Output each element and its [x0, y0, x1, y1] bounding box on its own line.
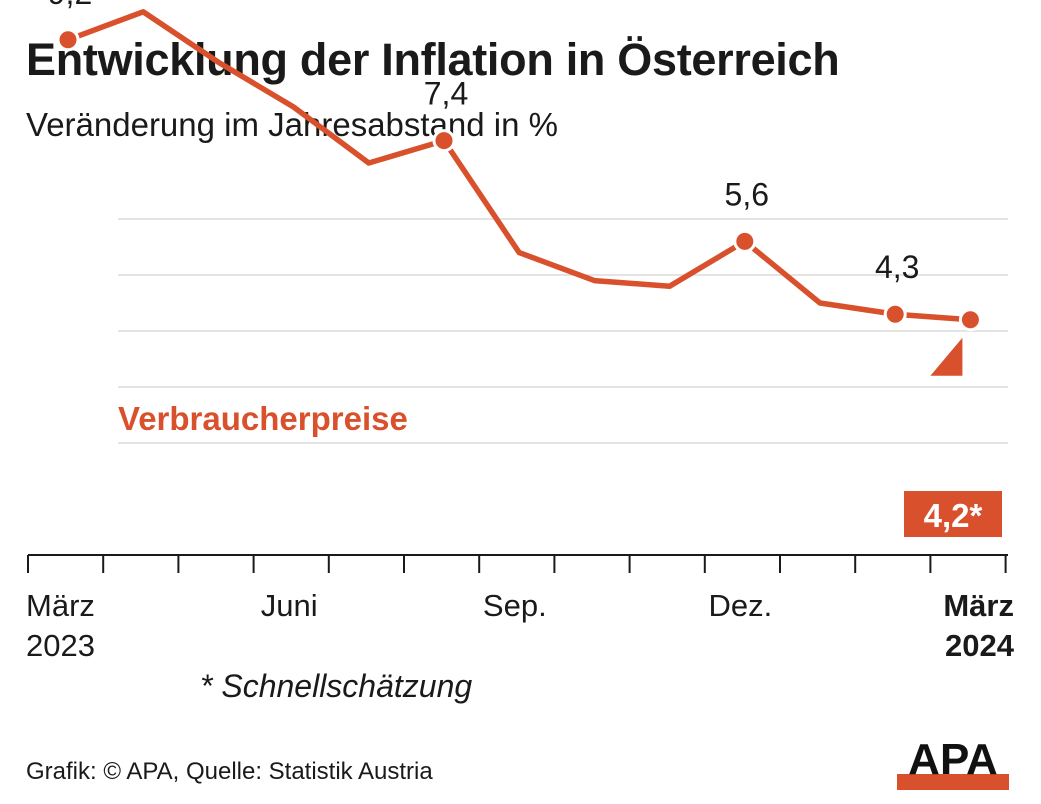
callout-box: [904, 491, 1002, 537]
data-label: 7,4: [424, 76, 468, 112]
data-label: 5,6: [725, 176, 769, 212]
x-tick-label-year: 2024: [945, 628, 1015, 663]
data-point-latest: [958, 308, 982, 332]
source-credit: Grafik: © APA, Quelle: Statistik Austria: [26, 758, 433, 785]
x-tick-label: Sep.: [483, 588, 547, 623]
data-point: [883, 302, 907, 326]
chart-title: Entwicklung der Inflation in Österreich: [26, 34, 840, 85]
footnote: * Schnellschätzung: [200, 668, 473, 704]
x-tick-label-year: 2023: [26, 628, 95, 663]
callout-pointer: [930, 337, 963, 376]
series-label: Verbraucherpreise: [118, 400, 408, 437]
line-chart: März 2023 Juni Sep. Dez. März 2024 Verbraucherp…: [26, 0, 1015, 663]
data-point: [56, 28, 80, 52]
data-label: 4,3: [875, 249, 919, 285]
chart-subtitle: Veränderung im Jahresabstand in %: [26, 106, 558, 143]
series-line: [65, 9, 974, 323]
x-tick-label: Dez.: [709, 588, 773, 623]
x-tick-label: März: [943, 588, 1014, 623]
callout-label: 4,2*: [924, 497, 983, 534]
svg-text:APA: APA: [908, 738, 998, 784]
x-tick-label: März: [26, 588, 95, 623]
data-label: 9,2: [48, 0, 92, 11]
data-point: [733, 229, 757, 253]
x-tick-label: Juni: [261, 588, 318, 623]
data-point: [432, 129, 456, 153]
apa-logo: APA: [897, 738, 1009, 790]
